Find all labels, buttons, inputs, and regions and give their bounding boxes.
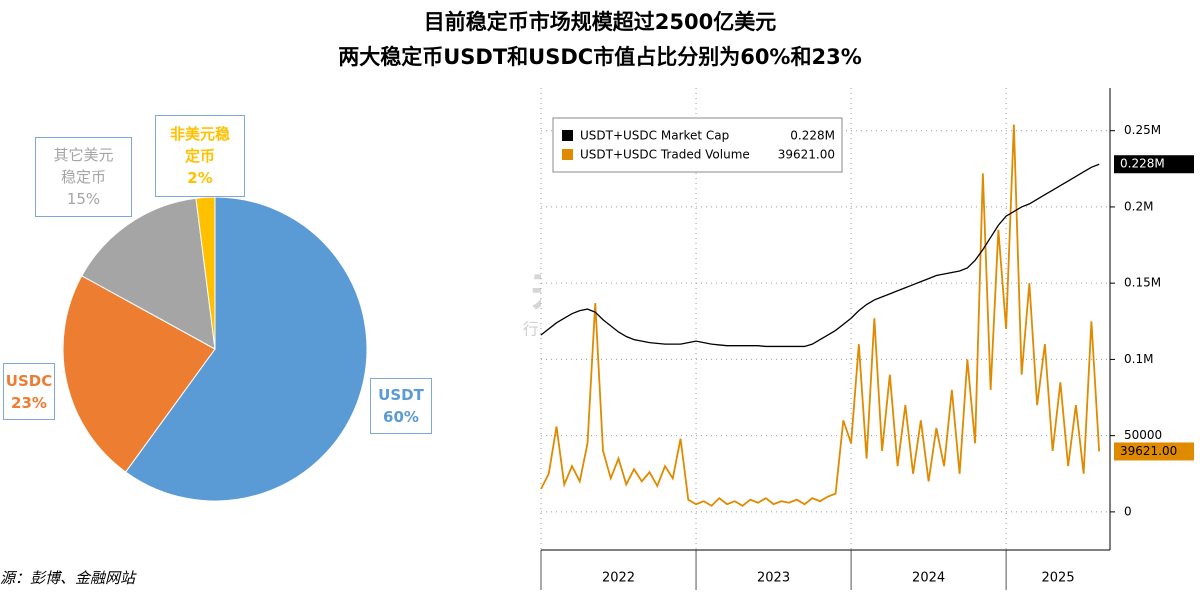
pie-label-name: 其它美元稳定币: [53, 146, 114, 186]
series-line: [540, 163, 1100, 348]
legend-swatch: [562, 149, 573, 160]
legend-value: 39621.00: [778, 148, 835, 162]
pie-label-value: 15%: [66, 190, 101, 208]
pie-label: USDC 23%: [3, 363, 55, 420]
pie-slice: [81, 197, 216, 350]
last-value-tag: [1114, 155, 1194, 174]
y-tick-label: 0.2M: [1124, 199, 1153, 213]
x-tick-label: 2025: [1042, 571, 1075, 586]
pie-label: 非美元稳定币 2%: [155, 115, 245, 197]
legend-swatch: [562, 130, 573, 141]
x-tick-label: 2024: [912, 571, 945, 586]
pie-label: USDT 60%: [370, 378, 432, 434]
pie-slice: [195, 196, 216, 350]
pie-label-value: 23%: [11, 393, 47, 412]
legend-label: USDT+USDC Traded Volume: [580, 148, 750, 162]
legend-box: [552, 117, 843, 173]
pie-label-name: USDT: [378, 386, 424, 404]
y-tick-label: 0.1M: [1124, 352, 1153, 366]
y-tick-label: 0: [1124, 504, 1132, 518]
x-tick-label: 2022: [602, 571, 635, 586]
y-tick-label: 0.15M: [1124, 276, 1161, 290]
pie-slice: [62, 275, 216, 473]
source-note: 源：彭博、金融网站: [0, 569, 136, 587]
y-tick-label: 0.25M: [1124, 123, 1161, 137]
pie-label-name: USDC: [5, 371, 53, 390]
pie-label-name: 非美元稳定币: [169, 125, 230, 165]
last-value-tag: [1114, 442, 1194, 461]
last-value-label: 39621.00: [1120, 444, 1177, 458]
pie-label-value: 2%: [187, 169, 213, 187]
title-line: 两大稳定币USDT和USDC市值占比分别为60%和23%: [338, 45, 862, 69]
series-line: [540, 124, 1101, 507]
title-line: 目前稳定币市场规模超过2500亿美元: [423, 10, 777, 34]
last-value-label: 0.228M: [1120, 157, 1165, 171]
pie-label-value: 60%: [383, 408, 419, 426]
pie-label: 其它美元稳定币 15%: [35, 137, 132, 217]
x-tick-label: 2023: [757, 571, 790, 586]
pie-slice: [124, 196, 368, 502]
legend-label: USDT+USDC Market Cap: [580, 129, 729, 143]
y-tick-label: 50000: [1124, 428, 1162, 442]
legend-value: 0.228M: [790, 129, 835, 143]
